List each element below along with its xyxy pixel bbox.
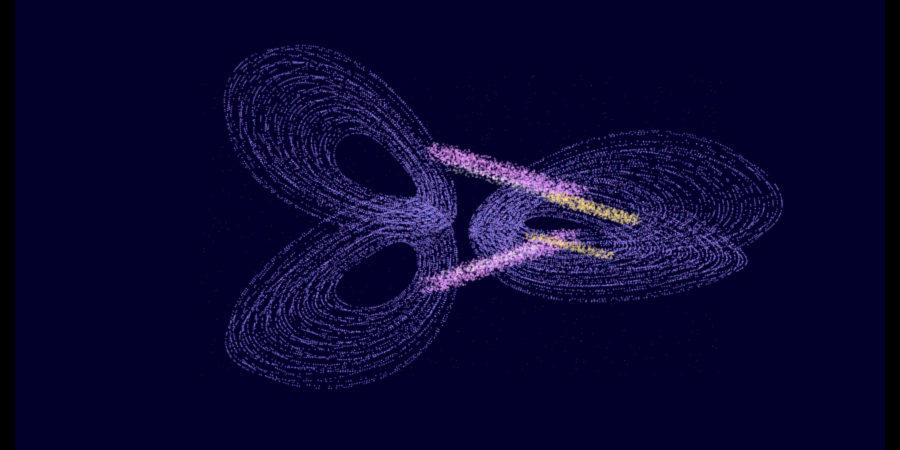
attractor-canvas bbox=[15, 0, 885, 450]
attractor-viewport bbox=[15, 0, 885, 450]
